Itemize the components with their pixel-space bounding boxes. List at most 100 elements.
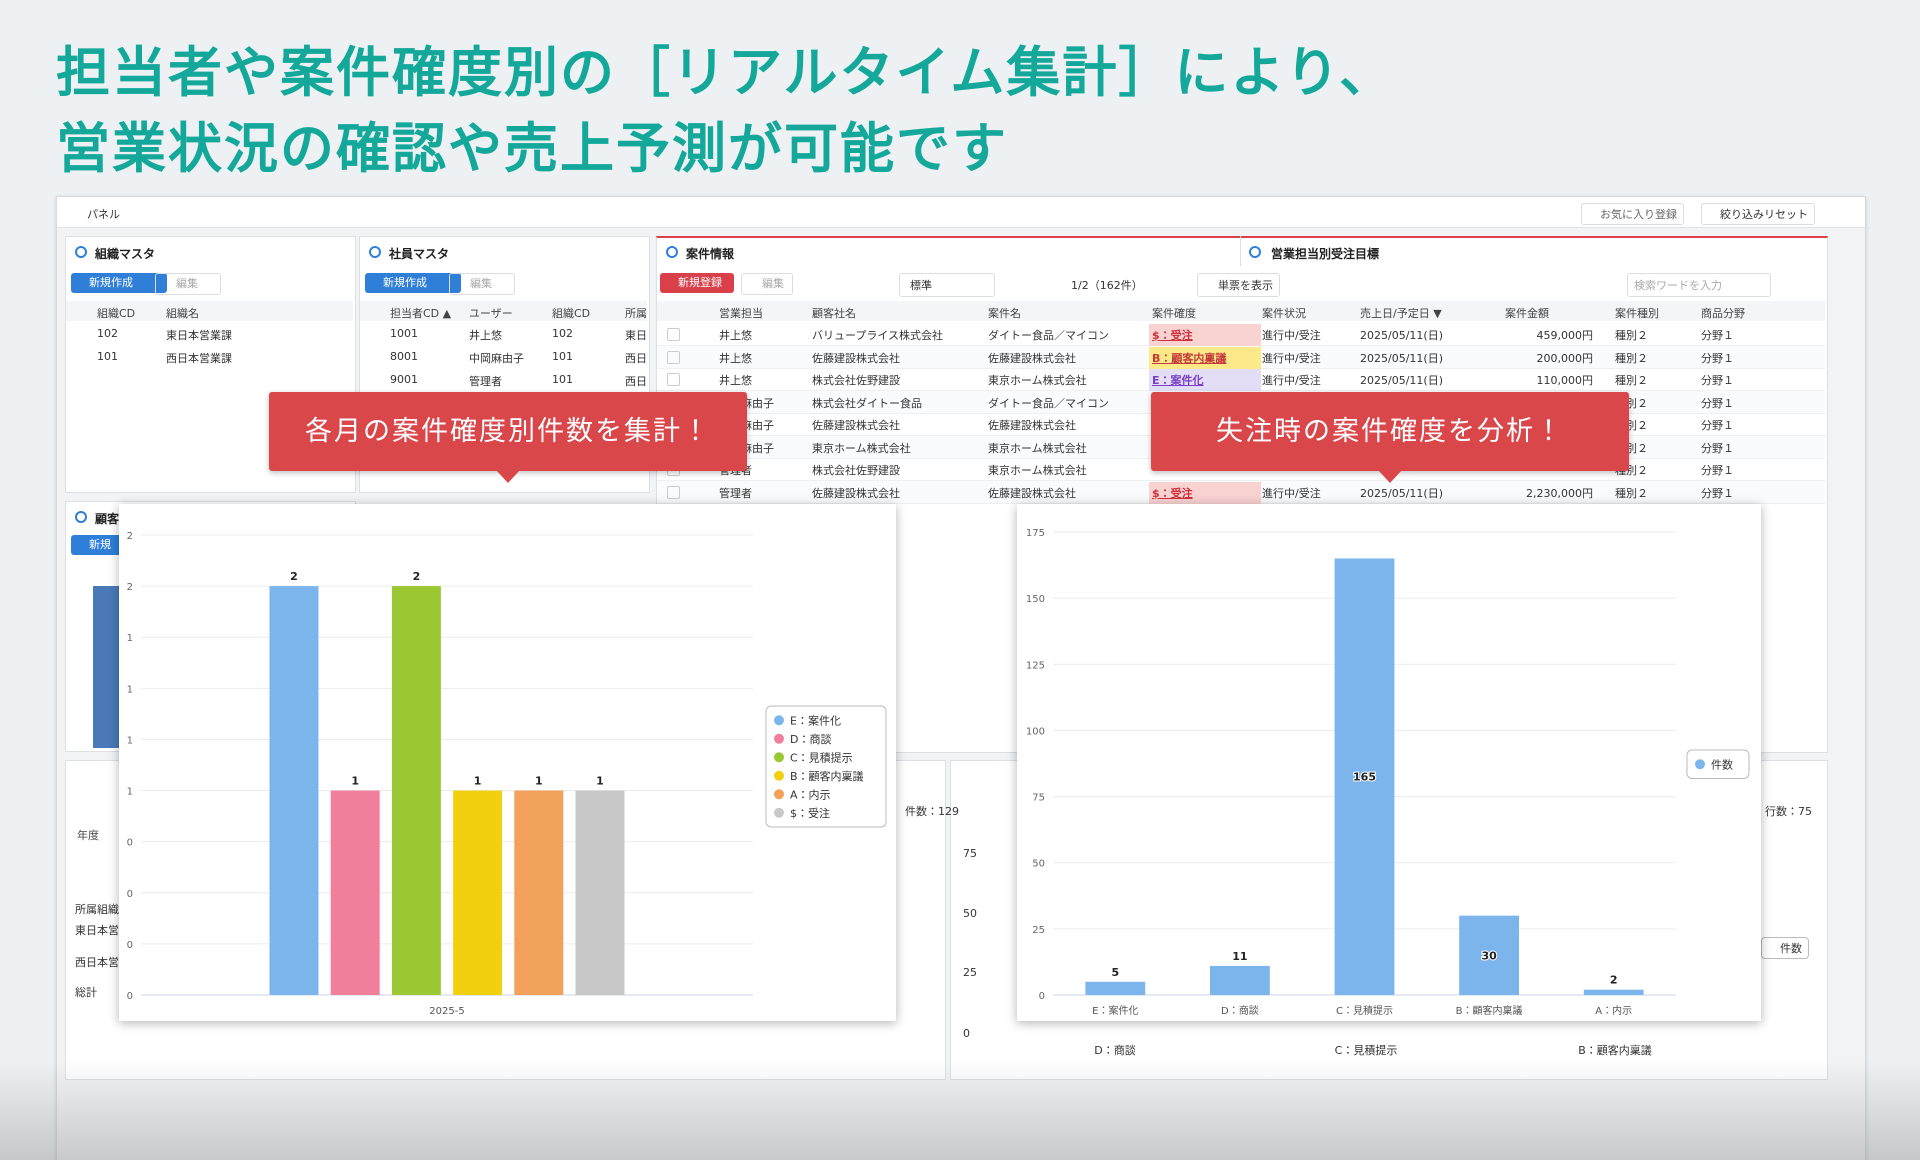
- axis-label: B：顧客内稟議: [1578, 1044, 1652, 1057]
- panel-title: 案件情報: [686, 247, 735, 261]
- table-cell: 井上悠: [469, 329, 502, 342]
- x-tick-label: B：顧客内稟議: [1456, 1004, 1523, 1017]
- row-checkbox[interactable]: [667, 350, 680, 364]
- table-cell: 東京ホーム株式会社: [988, 374, 1087, 387]
- data-label: 1: [351, 775, 359, 788]
- edit-button[interactable]: 編集: [155, 273, 221, 295]
- chart-panel: 0 0 0 0 1 1 1 1 2 2 2025-5 2 1 2 1 1 1 E：案件化 D：商談 C：見積提示 B：顧…: [119, 504, 896, 1021]
- table-cell: $：受注: [1149, 481, 1261, 504]
- y-tick-label: 0: [127, 940, 133, 951]
- legend-marker: [774, 807, 784, 818]
- new-button[interactable]: 新規作成: [365, 273, 461, 293]
- table-cell: 株式会社ダイトー食品: [812, 396, 922, 410]
- edit-button[interactable]: 編集: [741, 273, 793, 295]
- table-cell: 459,000円: [1536, 329, 1594, 342]
- bar: [391, 586, 441, 995]
- headline: 営業状況の確認や売上予測が可能です: [56, 117, 1008, 180]
- bar: [269, 586, 319, 995]
- table-cell: E：案件化: [1149, 369, 1261, 391]
- chart-panel: 0 25 50 75 100 125 150 175 E：案件化 D：商談 C：見積提示 B：顧客内稟…: [1017, 504, 1761, 1021]
- table-cell: 西日: [625, 375, 647, 388]
- table-cell: 102: [552, 327, 573, 340]
- column-header: 年度: [77, 829, 99, 842]
- new-button[interactable]: 新規登録: [660, 273, 734, 293]
- table-cell: 200,000円: [1536, 351, 1594, 365]
- table-cell: 分野１: [1701, 329, 1734, 342]
- bar: [514, 790, 564, 995]
- panel-icon: [75, 246, 87, 258]
- column-header: ユーザー: [469, 307, 513, 320]
- table-cell: 佐藤建設株式会社: [988, 486, 1076, 500]
- table-cell: 110,000円: [1536, 374, 1594, 387]
- header-row: [360, 301, 647, 321]
- filter-select[interactable]: 標準: [899, 273, 995, 297]
- chart: 0 0 0 0 1 1 1 1 2 2 2025-5 2 1 2 1 1 1 E：案件化 D：商談 C：見積提示 B：顧…: [127, 531, 887, 1017]
- table-cell: 井上悠: [719, 351, 752, 365]
- table-cell: 2025/05/11(日): [1360, 329, 1443, 342]
- table-cell: ダイトー食品／マイコン: [988, 329, 1109, 342]
- panel-divider: [1240, 236, 1241, 266]
- panel-icon: [75, 511, 87, 523]
- table-cell: 101: [97, 350, 118, 363]
- favorite-button[interactable]: お気に入り登録: [1581, 203, 1684, 225]
- y-tick-label: 2: [127, 582, 133, 593]
- table-cell: 101: [552, 350, 573, 363]
- headline: 担当者や案件確度別の［リアルタイム集計］により、: [56, 41, 1396, 104]
- single-view-button[interactable]: 単票を表示: [1197, 273, 1280, 297]
- y-tick-label: 175: [1026, 528, 1045, 539]
- data-label: 1: [596, 775, 604, 788]
- data-label: 1: [474, 775, 482, 788]
- legend-label: $：受注: [790, 807, 830, 820]
- target-title: 営業担当別受注目標: [1271, 247, 1380, 261]
- table-cell: 佐藤建設株式会社: [812, 419, 900, 432]
- table-cell: 中岡麻由子: [469, 352, 524, 365]
- row-checkbox[interactable]: [667, 328, 680, 341]
- row-label: 所属組織名: [75, 903, 130, 916]
- panel-title: 顧客: [95, 512, 120, 526]
- column-header: 案件種別: [1615, 307, 1659, 320]
- y-tick-label: 75: [1032, 793, 1045, 804]
- table-cell: 管理者: [719, 486, 752, 500]
- search-input[interactable]: 検索ワードを入力: [1627, 273, 1771, 297]
- x-tick-label: D：商談: [1221, 1004, 1259, 1017]
- row-checkbox[interactable]: [667, 373, 680, 386]
- panel-title: 社員マスタ: [389, 247, 450, 261]
- bar: [1459, 915, 1520, 995]
- table-cell: 管理者: [469, 375, 502, 388]
- panel-icon: [369, 246, 381, 258]
- row-checkbox[interactable]: [667, 485, 680, 499]
- table-cell: 進行中/受注: [1262, 351, 1321, 365]
- table-cell: 分野１: [1701, 486, 1734, 500]
- table-cell: 102: [97, 327, 118, 340]
- reset-button[interactable]: 絞り込みリセット: [1701, 203, 1815, 225]
- y-tick-label: 0: [1039, 991, 1045, 1002]
- x-tick-label: A：内示: [1595, 1004, 1632, 1017]
- y-tick-label: 0: [127, 889, 133, 900]
- table-cell: 分野１: [1701, 396, 1734, 410]
- new-button[interactable]: 新規作成: [71, 273, 167, 293]
- bar: [1334, 558, 1395, 995]
- tick-label: 75: [963, 847, 977, 860]
- table-cell: 101: [552, 373, 573, 386]
- edit-button[interactable]: 編集: [449, 273, 515, 295]
- x-tick-label: C：見積提示: [1336, 1004, 1393, 1017]
- data-label: 30: [1481, 949, 1497, 962]
- table-cell: 東京ホーム株式会社: [812, 441, 911, 455]
- table-cell: 東日: [625, 329, 647, 342]
- data-label: 5: [1111, 966, 1119, 979]
- table-cell: バリュープライス株式会社: [812, 329, 944, 342]
- legend-item: 件数: [1761, 937, 1809, 959]
- table-cell: 分野１: [1701, 374, 1734, 387]
- legend-marker: [774, 752, 784, 763]
- tab-label[interactable]: パネル: [87, 208, 120, 221]
- table-cell: 分野１: [1701, 464, 1734, 477]
- tick-label: 25: [963, 966, 977, 979]
- y-tick-label: 150: [1026, 594, 1045, 605]
- table-cell: 西日: [625, 352, 647, 365]
- panel-icon: [666, 246, 678, 258]
- legend-box: [1686, 749, 1750, 779]
- tick-label: 50: [963, 907, 977, 920]
- column-header: 組織CD: [552, 307, 591, 320]
- y-tick-label: 1: [127, 787, 133, 798]
- table-cell: 8001: [390, 350, 418, 363]
